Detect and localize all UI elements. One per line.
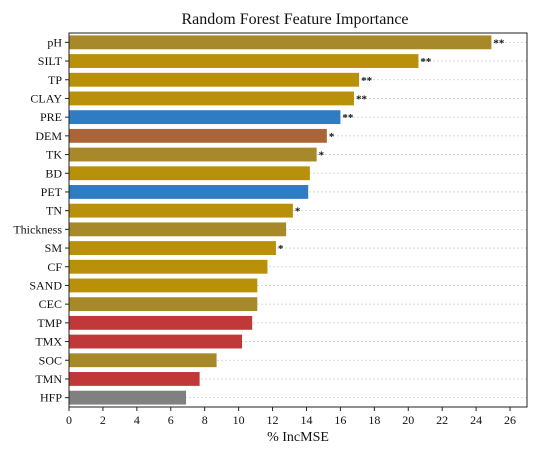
category-label: pH	[47, 35, 62, 49]
plot-frame	[68, 32, 528, 408]
x-tick-label: 10	[233, 413, 245, 427]
x-tick-label: 12	[267, 413, 279, 427]
bar	[69, 278, 258, 293]
bars-layer	[69, 35, 492, 405]
category-label: TMN	[35, 372, 62, 386]
x-tick-label: 14	[300, 413, 312, 427]
bar	[69, 297, 258, 312]
chart-title: Random Forest Feature Importance	[181, 11, 408, 28]
significance-label: *	[278, 243, 284, 255]
x-tick-label: 24	[470, 413, 482, 427]
bar	[69, 259, 268, 274]
category-label: PRE	[40, 110, 62, 124]
category-label: PET	[41, 185, 63, 199]
significance-label: **	[493, 37, 505, 49]
x-tick-label: 6	[168, 413, 174, 427]
significance-label: *	[319, 150, 325, 162]
x-tick-label: 22	[436, 413, 448, 427]
x-tick-label: 4	[134, 413, 140, 427]
category-label: CLAY	[30, 91, 62, 105]
bar	[69, 54, 419, 68]
significance-label: *	[329, 131, 335, 143]
x-tick-label: 18	[368, 413, 380, 427]
significance-label: *	[295, 206, 301, 218]
category-label: SOC	[39, 353, 62, 367]
bar	[69, 241, 276, 255]
x-tick-label: 0	[66, 413, 72, 427]
x-tick-label: 8	[202, 413, 208, 427]
bar	[69, 222, 287, 237]
x-tick-label: 20	[402, 413, 414, 427]
significance-label: **	[356, 93, 368, 105]
category-label: SM	[45, 241, 63, 255]
x-tick-label: 26	[504, 413, 516, 427]
category-label: TN	[46, 204, 62, 218]
category-label: SAND	[29, 278, 62, 292]
category-label: BD	[45, 166, 62, 180]
x-axis: 0 2 4 6 8 10 12 14 16 18 20 22 24 26	[66, 407, 516, 427]
bar	[69, 128, 327, 143]
category-label: TMP	[37, 316, 62, 330]
category-label: TK	[46, 148, 62, 162]
bar	[69, 390, 187, 405]
category-label: DEM	[35, 129, 62, 143]
bar	[69, 185, 309, 199]
bar	[69, 372, 200, 386]
bar	[69, 353, 217, 368]
significance-labels: **************	[278, 37, 505, 255]
bar	[69, 147, 317, 162]
category-label: HFP	[40, 391, 62, 405]
bar	[69, 35, 492, 50]
significance-label: **	[420, 56, 432, 68]
x-tick-label: 2	[100, 413, 106, 427]
category-label: CF	[47, 260, 62, 274]
bar	[69, 91, 354, 106]
bar	[69, 203, 293, 218]
bar	[69, 166, 310, 181]
category-label: SILT	[38, 54, 63, 68]
significance-label: **	[342, 112, 354, 124]
x-tick-label: 16	[334, 413, 346, 427]
bar	[69, 334, 243, 349]
category-labels: pH SILT TP CLAY PRE DEM TK BD PET TN Thickness SM CF…	[13, 35, 69, 405]
category-label: CEC	[39, 297, 62, 311]
category-label: Thickness	[13, 222, 62, 236]
significance-label: **	[361, 75, 373, 87]
bar	[69, 110, 341, 125]
x-axis-title: % IncMSE	[267, 430, 329, 445]
bar	[69, 315, 253, 330]
category-label: TMX	[35, 335, 62, 349]
bar	[69, 72, 360, 87]
category-label: TP	[48, 73, 62, 87]
